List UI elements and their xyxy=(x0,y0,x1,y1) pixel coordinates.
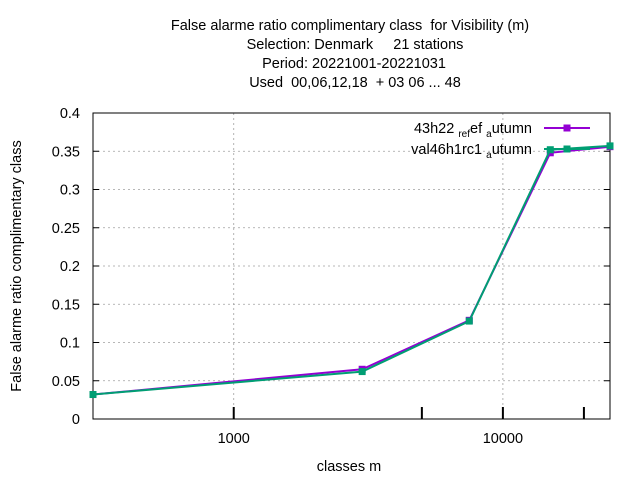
legend-marker-2 xyxy=(563,145,571,153)
y-tick-label: 0.1 xyxy=(60,336,80,352)
series-2-line xyxy=(92,144,611,396)
series-2-point xyxy=(89,391,97,399)
y-tick-label: 0.05 xyxy=(52,374,80,390)
y-tick-label: 0 xyxy=(72,412,80,428)
series-2-point xyxy=(465,317,473,325)
series xyxy=(89,142,614,399)
series-1-line xyxy=(92,145,611,396)
y-axis-label: False alarme ratio complimentary class xyxy=(9,140,25,391)
legend-label-2: val46h1rc1 autumn xyxy=(411,142,532,161)
x-tick-label: 10000 xyxy=(483,431,523,447)
x-tick-label: 1000 xyxy=(218,431,250,447)
chart-title-line-3: Period: 20221001-20221031 xyxy=(262,56,446,72)
y-tick-label: 0.35 xyxy=(52,144,80,160)
grid xyxy=(93,113,610,419)
series-2-point xyxy=(606,142,614,150)
x-axis-label: classes m xyxy=(317,459,381,475)
y-tick-label: 0.2 xyxy=(60,259,80,275)
chart-title-line-1: False alarme ratio complimentary class f… xyxy=(170,18,530,34)
y-tick-label: 0.3 xyxy=(60,183,80,199)
legend-label-1: 43h22 refef autumn xyxy=(414,121,532,140)
series-2-point xyxy=(358,368,366,376)
chart-title-line-4: Used 00,06,12,18 + 03 06 ... 48 xyxy=(249,75,461,91)
y-tick-label: 0.4 xyxy=(60,106,80,122)
legend-marker-1 xyxy=(563,124,571,132)
axis-ticks: 0 0.05 0.1 0.15 0.2 0.25 0.3 0.35 0.4 1000 10000 xyxy=(52,106,610,447)
y-tick-label: 0.15 xyxy=(52,297,80,313)
legend: 43h22 refef autumn val46h1rc1 autumn xyxy=(411,121,590,161)
y-tick-label: 0.25 xyxy=(52,221,80,237)
chart-title-line-2: Selection: Denmark 21 stations xyxy=(246,37,464,53)
